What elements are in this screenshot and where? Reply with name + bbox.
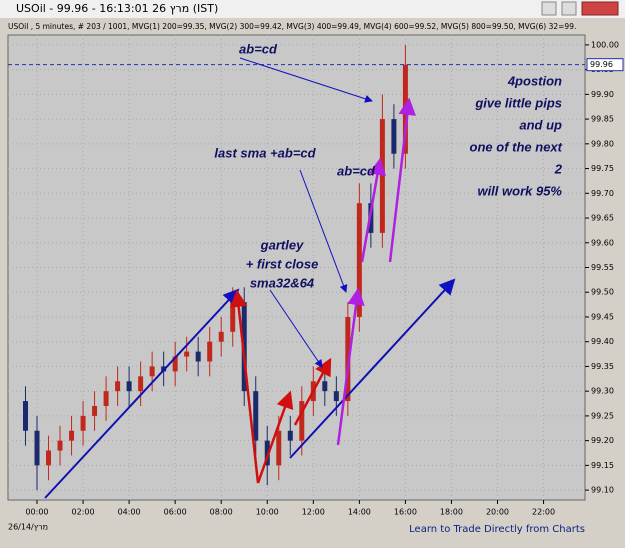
x-tick-label: 22:00 bbox=[532, 508, 555, 517]
candle-body bbox=[69, 430, 75, 441]
y-tick-label: 99.35 bbox=[591, 362, 614, 371]
candle-body bbox=[80, 415, 86, 431]
x-tick-label: 18:00 bbox=[440, 508, 463, 517]
y-tick-label: 99.15 bbox=[591, 461, 614, 470]
x-tick-label: 04:00 bbox=[118, 508, 141, 517]
annotation: one of the next bbox=[470, 139, 563, 154]
x-tick-label: 14:00 bbox=[348, 508, 371, 517]
y-tick-label: 99.65 bbox=[591, 214, 614, 223]
y-tick-label: 99.85 bbox=[591, 115, 614, 124]
annotation: 2 bbox=[554, 161, 563, 176]
close-button[interactable] bbox=[581, 1, 619, 16]
annotation: will work 95% bbox=[477, 183, 562, 198]
annotation: ab=cd bbox=[239, 41, 278, 56]
x-tick-label: 06:00 bbox=[164, 508, 187, 517]
drawings bbox=[44, 57, 456, 499]
y-tick-label: 99.55 bbox=[591, 263, 614, 272]
y-tick-label: 99.70 bbox=[591, 189, 614, 198]
candle-body bbox=[230, 302, 236, 332]
y-tick-label: 99.40 bbox=[591, 337, 614, 346]
candle-body bbox=[22, 401, 28, 431]
candle-body bbox=[103, 391, 109, 407]
y-tick-label: 99.80 bbox=[591, 139, 614, 148]
annotation: + first close bbox=[246, 256, 319, 271]
date-label: 26/14/מרץ bbox=[8, 523, 48, 532]
x-tick-label: 12:00 bbox=[302, 508, 325, 517]
candle-body bbox=[34, 430, 40, 466]
candle-body bbox=[46, 450, 52, 466]
x-tick-label: 00:00 bbox=[25, 508, 48, 517]
y-tick-label: 99.25 bbox=[591, 411, 614, 420]
candle-body bbox=[115, 381, 121, 392]
y-tick-label: 99.60 bbox=[591, 238, 614, 247]
window-title: USOil - 99.96 - 16:13:01 26 מרץ (IST) bbox=[16, 2, 218, 15]
annotation: ab=cd bbox=[337, 163, 376, 178]
maximize-button[interactable] bbox=[561, 1, 577, 16]
candle-body bbox=[299, 401, 305, 441]
candle-body bbox=[138, 376, 144, 392]
candle-body bbox=[207, 341, 213, 362]
title-bar bbox=[0, 0, 625, 18]
x-tick-label: 10:00 bbox=[256, 508, 279, 517]
candle-body bbox=[149, 366, 155, 377]
candle-body bbox=[184, 351, 190, 357]
annotation: and up bbox=[519, 117, 562, 132]
x-tick-label: 02:00 bbox=[72, 508, 95, 517]
y-tick-label: 100.00 bbox=[591, 40, 619, 49]
footer-link[interactable]: Learn to Trade Directly from Charts bbox=[409, 524, 585, 535]
minimize-button[interactable] bbox=[541, 1, 557, 16]
candle-body bbox=[287, 430, 293, 441]
annotation: gartley bbox=[260, 237, 304, 252]
y-tick-label: 99.75 bbox=[591, 164, 614, 173]
y-tick-label: 99.90 bbox=[591, 90, 614, 99]
annotation: give little pips bbox=[474, 95, 562, 110]
y-tick-label: 99.50 bbox=[591, 288, 614, 297]
annotation: 4postion bbox=[507, 73, 562, 88]
candle-body bbox=[92, 406, 98, 416]
candle-body bbox=[253, 391, 259, 441]
y-tick-label: 99.30 bbox=[591, 387, 614, 396]
candle-body bbox=[333, 391, 339, 402]
candle-body bbox=[172, 356, 178, 372]
annotation: sma32&64 bbox=[250, 275, 315, 290]
chart-header: USOil , 5 minutes, # 203 / 1001, MVG(1) … bbox=[8, 22, 576, 31]
last-price-label: 99.96 bbox=[590, 60, 613, 69]
last-price-box bbox=[586, 58, 624, 72]
candle-body bbox=[391, 119, 397, 154]
y-tick-label: 99.20 bbox=[591, 436, 614, 445]
candle-body bbox=[126, 381, 132, 392]
annotation: last sma +ab=cd bbox=[214, 145, 316, 160]
candle-body bbox=[276, 430, 282, 466]
candle-body bbox=[218, 331, 224, 342]
candle-body bbox=[379, 119, 385, 233]
candle-body bbox=[57, 440, 63, 451]
candle-body bbox=[195, 351, 201, 362]
candle-body bbox=[264, 440, 270, 466]
y-tick-label: 99.45 bbox=[591, 312, 614, 321]
y-tick-label: 99.10 bbox=[591, 486, 614, 495]
candle-body bbox=[356, 203, 362, 317]
x-tick-label: 20:00 bbox=[486, 508, 509, 517]
x-tick-label: 16:00 bbox=[394, 508, 417, 517]
x-tick-label: 08:00 bbox=[210, 508, 233, 517]
candle-body bbox=[322, 381, 328, 392]
